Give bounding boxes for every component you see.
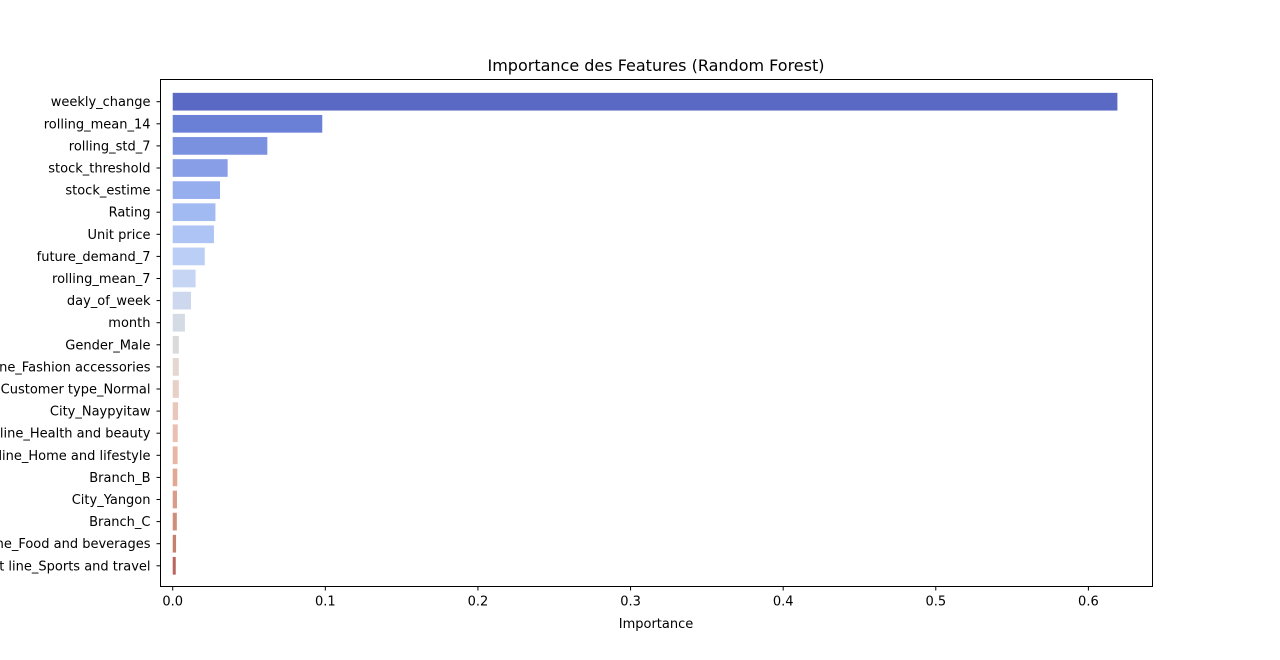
y-tick-label: Product line_Fashion accessories	[0, 360, 151, 375]
bar-14	[172, 402, 179, 420]
y-tick-label: Product line_Sports and travel	[0, 559, 151, 574]
bar-18	[172, 490, 177, 509]
bar-6	[172, 225, 214, 244]
y-tick-label: day_of_week	[67, 294, 151, 309]
bar-3	[172, 159, 228, 177]
y-tick-label: rolling_mean_7	[52, 272, 150, 287]
y-tick-label: Unit price	[88, 228, 151, 243]
bar-4	[172, 181, 221, 199]
y-tick-label: month	[108, 316, 150, 331]
bar-2	[172, 137, 268, 155]
bar-20	[172, 534, 177, 553]
x-tick-label: 0.6	[1078, 595, 1099, 610]
bar-15	[172, 424, 178, 443]
bar-9	[172, 291, 192, 310]
y-tick-label: City_Yangon	[72, 493, 151, 508]
y-tick-label: Product line_Health and beauty	[0, 427, 151, 442]
bar-0	[172, 92, 1118, 111]
plot-frame	[160, 79, 1153, 587]
x-tick-label: 0.1	[315, 595, 336, 610]
y-tick-label: rolling_mean_14	[44, 117, 151, 132]
bars-group	[172, 92, 1118, 575]
bar-12	[172, 358, 179, 376]
y-tick-label: Rating	[109, 206, 151, 221]
x-tick-label: 0.4	[773, 595, 794, 610]
x-axis-ticks: 0.0 0.1 0.2 0.3 0.4 0.5 0.6	[162, 586, 1099, 610]
y-tick-label: weekly_change	[51, 95, 151, 110]
bar-21	[172, 556, 176, 575]
bar-1	[172, 114, 323, 133]
y-tick-label: Gender_Male	[65, 338, 150, 353]
bar-8	[172, 269, 196, 288]
y-tick-label: Branch_B	[89, 471, 150, 486]
y-tick-label: City_Naypyitaw	[50, 405, 151, 420]
bar-7	[172, 247, 205, 266]
y-tick-label: Branch_C	[89, 515, 150, 530]
y-tick-label: rolling_std_7	[69, 139, 151, 154]
bar-16	[172, 446, 178, 465]
x-tick-label: 0.5	[925, 595, 946, 610]
y-tick-label: Product line_Food and beverages	[0, 537, 151, 552]
y-tick-label: stock_threshold	[48, 162, 150, 177]
x-tick-label: 0.3	[620, 595, 641, 610]
x-axis-label: Importance	[619, 617, 694, 632]
y-tick-label: Customer type_Normal	[1, 383, 151, 398]
bar-17	[172, 468, 178, 487]
bar-19	[172, 512, 177, 531]
bar-13	[172, 380, 179, 398]
chart-title: Importance des Features (Random Forest)	[488, 56, 825, 75]
y-tick-label: Product line_Home and lifestyle	[0, 449, 151, 464]
y-axis-ticks: weekly_change rolling_mean_14 rolling_std_…	[0, 95, 161, 574]
bar-11	[172, 335, 179, 354]
y-tick-label: future_demand_7	[37, 250, 151, 265]
bar-10	[172, 313, 185, 332]
x-tick-label: 0.2	[468, 595, 489, 610]
bar-5	[172, 203, 216, 222]
x-tick-label: 0.0	[162, 595, 183, 610]
y-tick-label: stock_estime	[65, 184, 150, 199]
